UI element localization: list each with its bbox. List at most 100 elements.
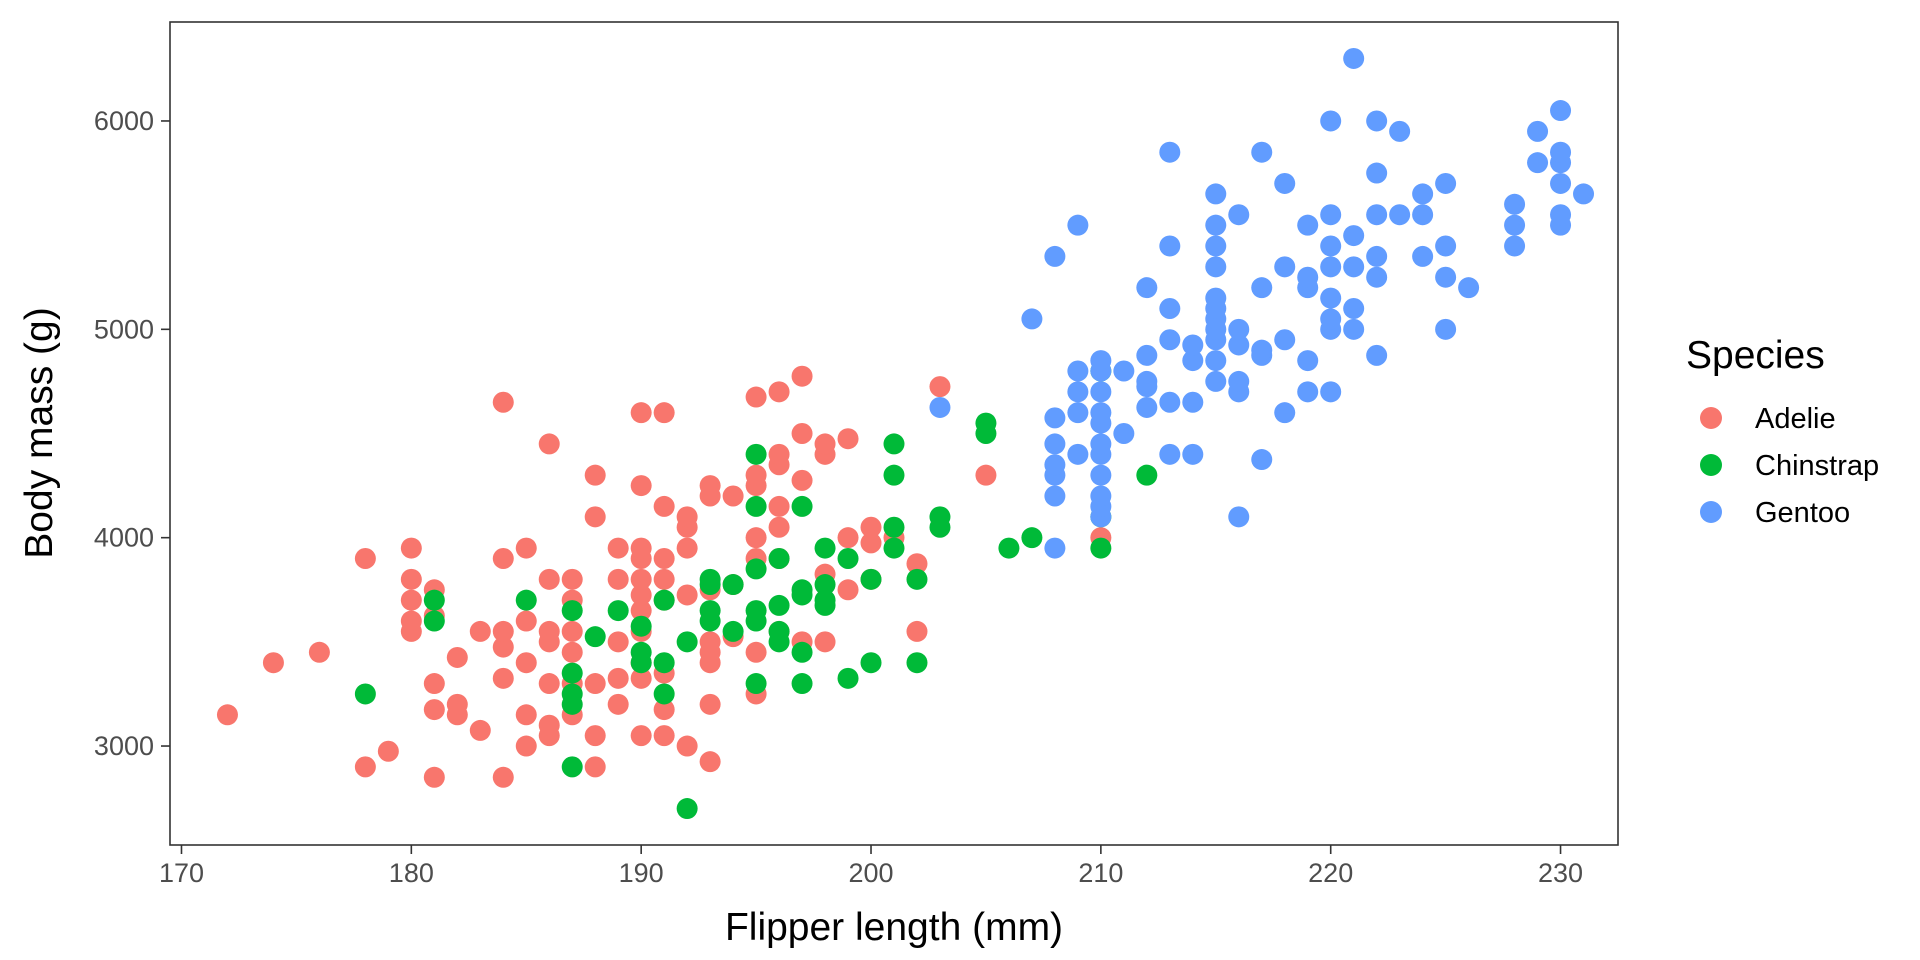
gentoo-point <box>1343 47 1365 69</box>
adelie-point <box>860 516 882 538</box>
gentoo-point <box>929 396 951 418</box>
gentoo-point <box>1113 423 1135 444</box>
adelie-point <box>630 475 652 497</box>
gentoo-point <box>1366 245 1388 267</box>
chinstrap-point <box>699 600 721 622</box>
gentoo-point <box>1021 308 1043 330</box>
adelie-point <box>630 667 652 689</box>
gentoo-point <box>1550 172 1572 194</box>
chinstrap-point <box>561 600 583 622</box>
gentoo-point <box>1320 110 1342 132</box>
adelie-point <box>423 766 445 788</box>
chinstrap-point <box>676 631 698 653</box>
gentoo-point <box>1090 485 1112 507</box>
gentoo-point <box>1136 344 1158 366</box>
gentoo-point <box>1205 183 1227 205</box>
adelie-point <box>469 719 491 741</box>
gentoo-point <box>1251 141 1273 163</box>
gentoo-point <box>1159 141 1181 163</box>
gentoo-point <box>1228 370 1250 392</box>
chinstrap-point <box>814 574 836 596</box>
legend-key-adelie <box>1700 407 1722 429</box>
chinstrap-point <box>653 589 675 611</box>
chinstrap-point <box>653 683 675 705</box>
adelie-point <box>745 464 767 486</box>
legend-title: Species <box>1686 334 1825 377</box>
x-tick-label: 190 <box>619 858 664 888</box>
gentoo-point <box>1228 318 1250 340</box>
chinstrap-point <box>745 558 767 580</box>
chinstrap-point <box>791 579 813 601</box>
gentoo-point <box>1136 277 1158 299</box>
adelie-point <box>515 652 537 674</box>
adelie-point <box>837 527 859 549</box>
adelie-point <box>699 475 721 497</box>
adelie-point <box>630 537 652 559</box>
chinstrap-point <box>860 652 882 674</box>
chinstrap-point <box>906 568 928 590</box>
adelie-point <box>538 673 560 695</box>
adelie-point <box>584 673 606 695</box>
chinstrap-point <box>906 652 928 674</box>
legend-label-chinstrap: Chinstrap <box>1755 450 1879 482</box>
gentoo-point <box>1504 235 1526 257</box>
gentoo-point <box>1136 370 1158 392</box>
adelie-point <box>814 433 836 455</box>
gentoo-point <box>1067 214 1089 236</box>
adelie-point <box>354 548 376 570</box>
adelie-point <box>584 725 606 747</box>
gentoo-point <box>1389 204 1411 226</box>
gentoo-point <box>1205 350 1227 372</box>
y-tick-label: 5000 <box>94 314 154 344</box>
gentoo-point <box>1251 339 1273 361</box>
legend-key-chinstrap <box>1700 454 1722 476</box>
chinstrap-point <box>998 537 1020 559</box>
adelie-point <box>538 568 560 590</box>
adelie-point <box>906 553 928 575</box>
adelie-point <box>400 589 422 611</box>
chinstrap-point <box>883 516 905 538</box>
gentoo-point <box>1435 172 1457 194</box>
chinstrap-point <box>699 568 721 590</box>
gentoo-point <box>1366 110 1388 132</box>
x-tick-label: 170 <box>159 858 204 888</box>
adelie-point <box>561 641 583 663</box>
gentoo-point <box>1573 183 1595 205</box>
gentoo-point <box>1251 449 1273 471</box>
chinstrap-point <box>768 594 790 616</box>
chinstrap-point <box>745 443 767 465</box>
gentoo-point <box>1067 360 1089 382</box>
gentoo-point <box>1297 266 1319 288</box>
adelie-point <box>400 537 422 559</box>
chinstrap-point <box>791 495 813 517</box>
chinstrap-point <box>860 568 882 590</box>
adelie-point <box>837 428 859 450</box>
gentoo-point <box>1182 350 1204 372</box>
adelie-point <box>446 693 468 715</box>
chinstrap-point <box>883 464 905 486</box>
gentoo-point <box>1504 193 1526 215</box>
gentoo-point <box>1297 350 1319 372</box>
adelie-point <box>906 620 928 642</box>
chinstrap-point <box>722 620 744 642</box>
gentoo-point <box>1044 407 1066 429</box>
gentoo-point <box>1159 297 1181 319</box>
adelie-point <box>814 631 836 653</box>
chinstrap-point <box>814 589 836 611</box>
chinstrap-point <box>423 610 445 632</box>
gentoo-point <box>1067 381 1089 403</box>
adelie-point <box>538 620 560 642</box>
series-chinstrap <box>354 360 1158 820</box>
gentoo-point <box>1343 297 1365 319</box>
gentoo-point <box>1320 204 1342 226</box>
chinstrap-point <box>745 600 767 622</box>
gentoo-point <box>1159 443 1181 465</box>
adelie-point <box>262 652 284 674</box>
chinstrap-point <box>768 620 790 642</box>
adelie-point <box>676 537 698 559</box>
adelie-point <box>860 532 882 554</box>
adelie-point <box>630 568 652 590</box>
gentoo-point <box>1343 318 1365 340</box>
x-axis: 170 180 190 200 210 220 230 <box>159 845 1583 888</box>
